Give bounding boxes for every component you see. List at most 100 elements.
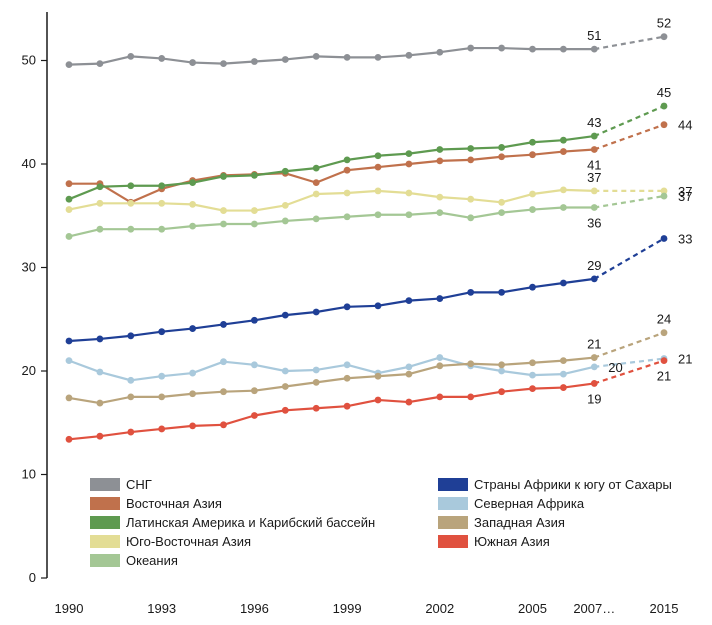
- data-point: [529, 359, 536, 367]
- data-point: [251, 220, 258, 228]
- data-point: [590, 146, 598, 153]
- data-point: [220, 173, 227, 180]
- data-point: [96, 60, 104, 68]
- data-point: [312, 190, 320, 198]
- data-point: [467, 393, 475, 401]
- data-point: [251, 361, 258, 369]
- data-point: [189, 325, 197, 332]
- data-point: [374, 211, 382, 219]
- data-point: [590, 275, 598, 283]
- data-point: [189, 59, 197, 66]
- data-label: 52: [657, 16, 671, 31]
- data-point: [312, 404, 320, 412]
- data-point: [374, 163, 382, 171]
- series-dashed-segment: [594, 35, 665, 51]
- data-point: [405, 297, 413, 305]
- data-point: [374, 53, 382, 61]
- data-point: [498, 44, 505, 52]
- legend-label: Южная Азия: [474, 534, 550, 549]
- data-point: [498, 361, 505, 369]
- data-point: [65, 357, 73, 365]
- data-point: [127, 182, 135, 190]
- data-label: 51: [587, 28, 601, 43]
- data-label: 33: [678, 232, 692, 247]
- data-point: [467, 288, 475, 296]
- data-point: [660, 121, 668, 129]
- series-dashed-segment: [593, 105, 665, 138]
- data-point: [560, 186, 567, 194]
- data-point: [96, 432, 104, 440]
- data-point: [127, 393, 135, 401]
- data-point: [189, 200, 197, 208]
- data-point: [251, 387, 258, 395]
- data-point: [405, 150, 413, 158]
- x-tick-label: 1999: [333, 601, 362, 616]
- data-point: [405, 160, 413, 168]
- data-point: [281, 383, 289, 390]
- data-point: [65, 61, 73, 69]
- data-point: [374, 396, 382, 404]
- data-point: [158, 328, 166, 336]
- data-point: [158, 182, 166, 190]
- data-point: [560, 357, 567, 365]
- data-point: [436, 295, 444, 302]
- data-point: [343, 53, 351, 61]
- data-point: [281, 202, 289, 209]
- data-point: [590, 354, 598, 361]
- x-tick-label: 2002: [425, 601, 454, 616]
- data-point: [220, 321, 227, 328]
- data-point: [590, 380, 598, 387]
- series-line: [68, 277, 595, 343]
- data-point: [127, 376, 135, 384]
- series-line: [68, 356, 595, 382]
- data-point: [436, 362, 444, 370]
- data-label: 36: [587, 215, 601, 230]
- data-point: [436, 48, 444, 56]
- data-point: [343, 189, 351, 197]
- data-point: [498, 388, 505, 396]
- data-point: [374, 187, 382, 195]
- series-line: [69, 148, 595, 204]
- data-point: [65, 394, 73, 402]
- series-lines: [68, 35, 665, 441]
- data-point: [312, 52, 320, 60]
- data-point: [343, 402, 351, 410]
- y-tick-label: 20: [22, 363, 36, 378]
- data-point: [405, 51, 413, 59]
- data-point: [312, 308, 320, 316]
- data-point: [405, 370, 413, 378]
- data-label: 20: [608, 360, 622, 375]
- series-dashed-segment: [594, 194, 665, 209]
- data-label: 43: [587, 115, 601, 130]
- data-point: [312, 378, 320, 386]
- data-point: [220, 388, 227, 396]
- data-point: [96, 183, 104, 191]
- data-point: [498, 367, 505, 375]
- legend-label: Северная Африка: [474, 496, 585, 511]
- data-point: [189, 369, 197, 377]
- legend-label: Западная Азия: [474, 515, 565, 530]
- y-tick-label: 30: [22, 260, 36, 275]
- data-point: [405, 211, 413, 219]
- legend: СНГ Восточная Азия Латинская Америка и Кар…: [90, 477, 672, 568]
- data-point: [65, 195, 73, 203]
- series-line: [68, 188, 595, 212]
- data-point: [374, 302, 382, 310]
- data-point: [96, 335, 104, 343]
- legend-label: Юго-Восточная Азия: [126, 534, 251, 549]
- data-point: [251, 207, 258, 214]
- data-point: [660, 235, 668, 242]
- data-point: [498, 198, 505, 206]
- data-label: 19: [587, 391, 601, 406]
- series-dashed-segment: [593, 237, 665, 280]
- data-point: [498, 288, 505, 296]
- legend-swatch: [90, 497, 120, 510]
- data-label: 24: [657, 312, 671, 327]
- data-point: [343, 213, 351, 221]
- y-tick-label: 40: [22, 156, 36, 171]
- data-point: [498, 153, 505, 161]
- data-point: [189, 179, 197, 187]
- data-label: 21: [657, 369, 671, 384]
- data-point: [529, 283, 536, 291]
